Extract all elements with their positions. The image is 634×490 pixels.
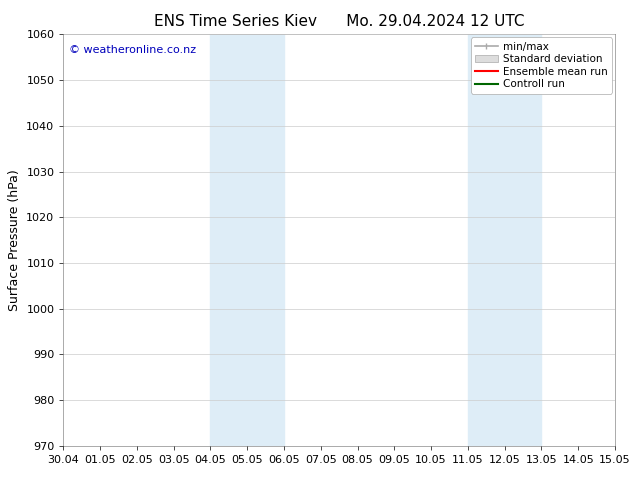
Bar	[247, 34, 284, 446]
Bar	[210, 34, 247, 446]
Y-axis label: Surface Pressure (hPa): Surface Pressure (hPa)	[8, 169, 21, 311]
Text: © weatheronline.co.nz: © weatheronline.co.nz	[69, 45, 196, 54]
Bar	[505, 34, 541, 446]
Title: ENS Time Series Kiev      Mo. 29.04.2024 12 UTC: ENS Time Series Kiev Mo. 29.04.2024 12 U…	[154, 14, 524, 29]
Bar	[468, 34, 505, 446]
Legend: min/max, Standard deviation, Ensemble mean run, Controll run: min/max, Standard deviation, Ensemble me…	[470, 37, 612, 94]
